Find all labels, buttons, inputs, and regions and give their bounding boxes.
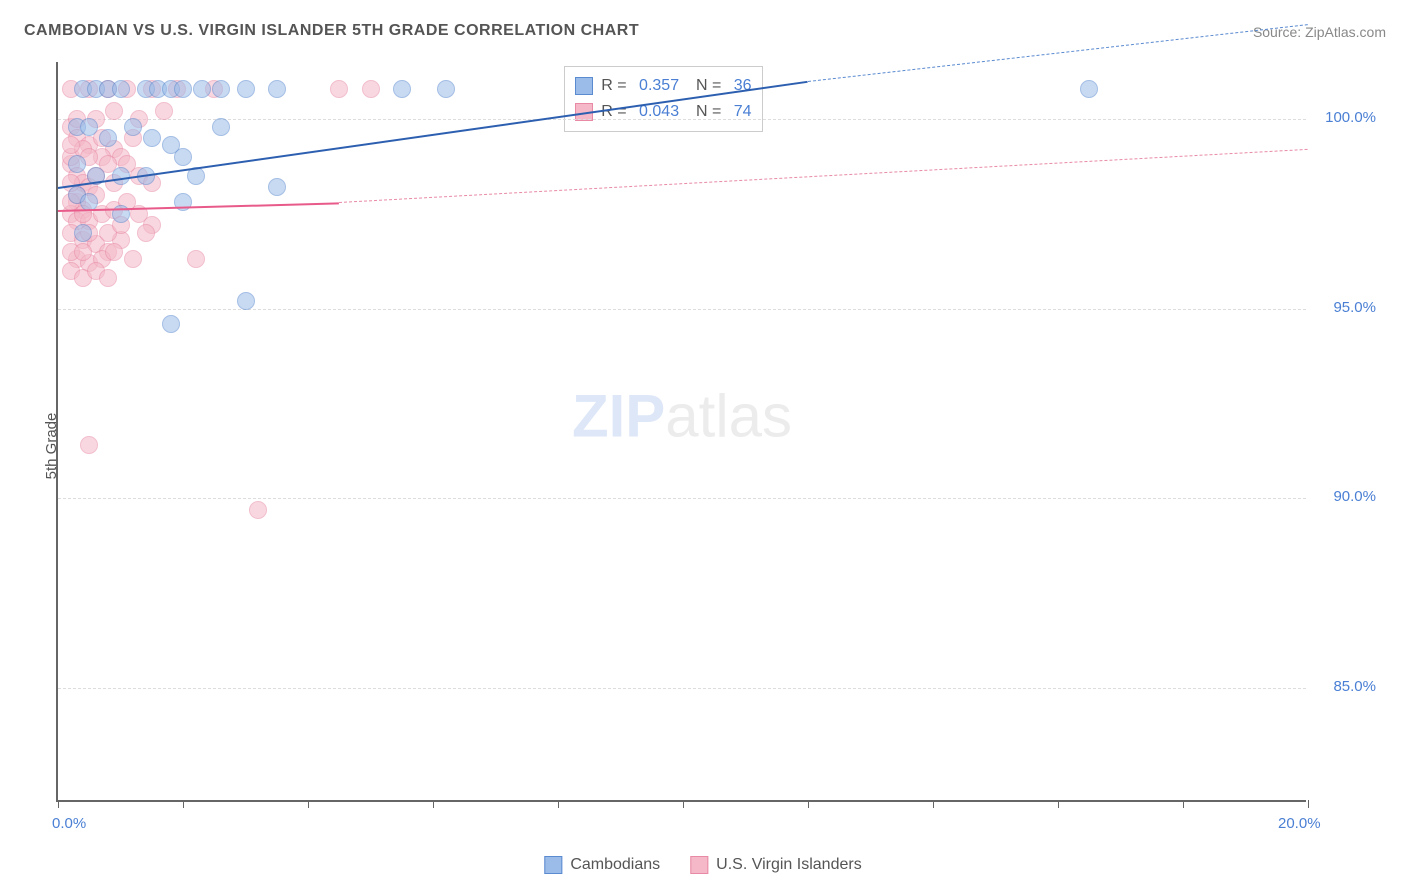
data-point [212,118,230,136]
data-point [237,292,255,310]
data-point [112,80,130,98]
x-tick [1183,800,1184,808]
grid-line [58,119,1306,120]
grid-line [58,688,1306,689]
data-point [74,243,92,261]
data-point [162,315,180,333]
data-point [268,178,286,196]
data-point [330,80,348,98]
legend-swatch [690,856,708,874]
data-point [268,80,286,98]
data-point [99,269,117,287]
x-tick [1308,800,1309,808]
data-point [212,80,230,98]
data-point [80,118,98,136]
data-point [124,118,142,136]
legend-r-value: 0.357 [639,77,679,95]
data-point [105,102,123,120]
y-tick-label: 100.0% [1316,109,1376,126]
x-tick [183,800,184,808]
data-point [155,102,173,120]
data-point [80,436,98,454]
legend-label: U.S. Virgin Islanders [716,856,862,874]
legend-swatch [575,77,593,95]
x-tick [58,800,59,808]
chart-title: CAMBODIAN VS U.S. VIRGIN ISLANDER 5TH GR… [24,22,639,40]
data-point [74,224,92,242]
data-point [187,250,205,268]
x-tick-label: 20.0% [1278,815,1321,832]
data-point [105,243,123,261]
legend-item: U.S. Virgin Islanders [690,856,862,874]
x-tick [683,800,684,808]
y-tick-label: 90.0% [1316,488,1376,505]
x-tick [308,800,309,808]
legend-item: Cambodians [544,856,660,874]
x-tick [433,800,434,808]
x-tick [558,800,559,808]
data-point [174,148,192,166]
data-point [124,250,142,268]
plot-area: ZIPatlas R = 0.357 N = 36R = 0.043 N = 7… [56,62,1306,802]
data-point [143,129,161,147]
data-point [68,155,86,173]
legend-label: Cambodians [570,856,660,874]
data-point [237,80,255,98]
data-point [393,80,411,98]
data-point [249,501,267,519]
data-point [174,80,192,98]
correlation-legend: R = 0.357 N = 36R = 0.043 N = 74 [564,66,762,132]
data-point [362,80,380,98]
chart-container: CAMBODIAN VS U.S. VIRGIN ISLANDER 5TH GR… [0,0,1406,892]
y-tick-label: 95.0% [1316,299,1376,316]
data-point [193,80,211,98]
series-legend: Cambodians U.S. Virgin Islanders [544,856,861,874]
trend-line-dashed [339,149,1308,203]
legend-r-label: R = [601,77,631,95]
x-tick [808,800,809,808]
y-tick-label: 85.0% [1316,678,1376,695]
trend-line-dashed [808,24,1308,82]
legend-row: R = 0.357 N = 36 [575,73,751,99]
x-tick-label: 0.0% [52,815,86,832]
data-point [99,129,117,147]
watermark: ZIPatlas [572,382,792,451]
data-point [137,224,155,242]
data-point [62,136,80,154]
x-tick [1058,800,1059,808]
data-point [1080,80,1098,98]
source-label: Source: ZipAtlas.com [1253,24,1386,40]
x-tick [933,800,934,808]
grid-line [58,498,1306,499]
legend-swatch [544,856,562,874]
data-point [112,167,130,185]
data-point [437,80,455,98]
